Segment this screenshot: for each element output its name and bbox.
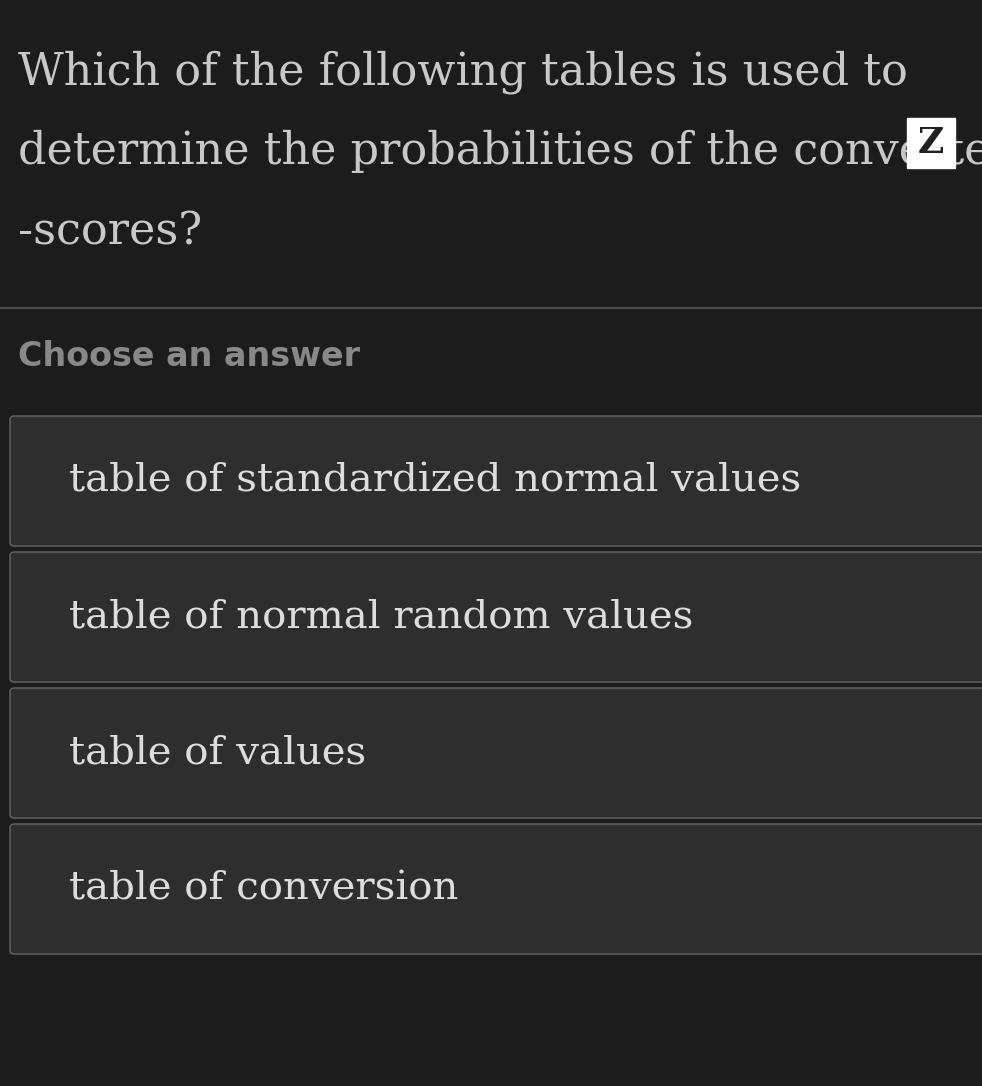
Text: -scores?: -scores?	[18, 210, 202, 253]
Text: table of normal random values: table of normal random values	[69, 598, 693, 635]
FancyBboxPatch shape	[10, 824, 982, 954]
FancyBboxPatch shape	[10, 552, 982, 682]
FancyBboxPatch shape	[10, 689, 982, 818]
Text: table of values: table of values	[69, 734, 366, 771]
FancyBboxPatch shape	[907, 118, 955, 168]
Text: Z: Z	[918, 126, 944, 160]
Text: table of conversion: table of conversion	[69, 871, 459, 908]
Text: determine the probabilities of the converted: determine the probabilities of the conve…	[18, 130, 982, 173]
Text: Choose an answer: Choose an answer	[18, 340, 360, 372]
Text: Which of the following tables is used to: Which of the following tables is used to	[18, 50, 908, 93]
FancyBboxPatch shape	[10, 416, 982, 546]
Text: table of standardized normal values: table of standardized normal values	[69, 463, 801, 500]
